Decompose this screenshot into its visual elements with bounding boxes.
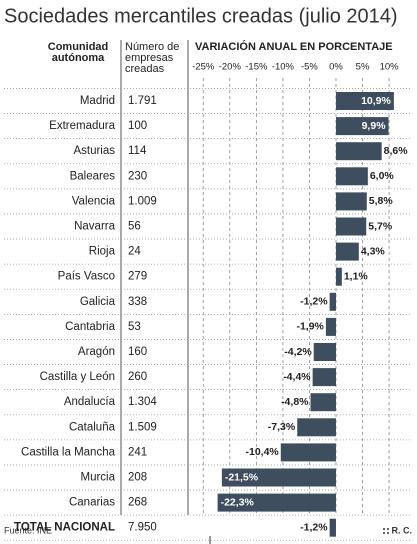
bar <box>335 92 394 110</box>
value-label: -10,4% <box>245 446 279 458</box>
bar <box>280 443 336 462</box>
companies-value: 1.009 <box>128 195 157 207</box>
value-label: -7,3% <box>268 421 296 433</box>
value-label: 5,8% <box>369 195 394 207</box>
credit: R. C. <box>391 525 412 535</box>
value-label: -4,2% <box>284 346 312 358</box>
region-label: País Vasco <box>58 271 115 283</box>
bar <box>335 192 367 211</box>
value-label: -1,2% <box>300 296 328 308</box>
bar <box>335 167 368 186</box>
value-label: 9,9% <box>362 120 387 132</box>
companies-value: 24 <box>128 246 141 258</box>
value-label: 10,9% <box>361 95 391 107</box>
credit-logo <box>383 528 389 534</box>
bar <box>335 242 359 261</box>
companies-value: 338 <box>128 296 147 308</box>
value-label: 5,7% <box>368 220 393 232</box>
region-label: Extremadura <box>49 120 115 132</box>
companies-value: 241 <box>128 446 147 458</box>
source: Fuente: INE <box>4 525 52 535</box>
bar <box>325 317 336 336</box>
bar <box>335 117 389 136</box>
region-label: Canarias <box>69 497 115 509</box>
bar <box>297 418 336 437</box>
region-label: Cantabria <box>65 321 115 333</box>
region-label: Castilla y León <box>40 371 115 383</box>
x-tick-label: -20% <box>219 62 242 73</box>
value-label: -22,3% <box>221 496 255 508</box>
value-label: -21,5% <box>225 471 259 483</box>
companies-value: 279 <box>128 271 147 283</box>
value-label: -4,8% <box>281 396 309 408</box>
value-label: -1,2% <box>300 521 328 533</box>
companies-value: 1.304 <box>128 396 157 408</box>
region-label: Navarra <box>74 221 116 233</box>
region-label: Aragón <box>78 346 115 358</box>
region-label: Asturias <box>73 145 115 157</box>
chart-title: Sociedades mercantiles creadas (julio 20… <box>4 5 398 27</box>
x-tick-label: -10% <box>272 62 295 73</box>
companies-value: 208 <box>128 472 147 484</box>
bar <box>310 393 336 412</box>
header-region: Comunidad autónoma <box>47 41 109 64</box>
companies-value: 56 <box>128 221 141 233</box>
bar <box>335 267 342 286</box>
region-label: Andalucía <box>64 396 116 408</box>
value-label: -1,9% <box>296 321 324 333</box>
x-tick-label: 0% <box>329 62 343 73</box>
companies-value: 1.791 <box>128 95 157 107</box>
value-label: 6,0% <box>370 170 395 182</box>
bar <box>329 518 336 537</box>
companies-value: 230 <box>128 170 147 182</box>
x-tick-label: -25% <box>192 62 215 73</box>
bar <box>335 142 382 161</box>
region-label: Rioja <box>89 246 116 258</box>
region-label: Galicia <box>80 296 116 308</box>
region-label: Castilla la Mancha <box>21 446 116 458</box>
companies-value: 100 <box>128 120 147 132</box>
companies-value: 160 <box>128 346 147 358</box>
header-variation: VARIACIÓN ANUAL EN PORCENTAJE <box>195 41 393 53</box>
region-label: Baleares <box>70 170 116 182</box>
bar <box>313 343 336 361</box>
value-label: -4,4% <box>283 371 311 383</box>
bar <box>312 368 336 387</box>
region-label: Murcia <box>80 472 115 484</box>
companies-value: 114 <box>128 145 147 157</box>
companies-value: 260 <box>128 371 147 383</box>
companies-value: 1.509 <box>128 421 157 433</box>
bar <box>217 493 336 512</box>
region-label: Cataluña <box>69 421 116 433</box>
region-label: TOTAL NACIONAL <box>14 522 115 534</box>
value-label: 8,6% <box>384 145 409 157</box>
x-tick-label: -15% <box>245 62 268 73</box>
bar <box>329 292 336 311</box>
header-companies: Número de empresas creadas <box>125 41 180 75</box>
bar <box>221 468 336 487</box>
x-tick-label: 10% <box>380 62 400 73</box>
companies-value: 7.950 <box>128 522 157 534</box>
companies-value: 268 <box>128 497 147 509</box>
x-tick-label: 5% <box>356 62 370 73</box>
value-label: 1,1% <box>344 270 369 282</box>
value-label: 4,3% <box>361 245 386 257</box>
region-label: Valencia <box>72 195 116 207</box>
region-label: Madrid <box>80 95 115 107</box>
companies-value: 53 <box>128 321 141 333</box>
x-tick-label: -5% <box>301 62 318 73</box>
bar <box>335 217 367 236</box>
